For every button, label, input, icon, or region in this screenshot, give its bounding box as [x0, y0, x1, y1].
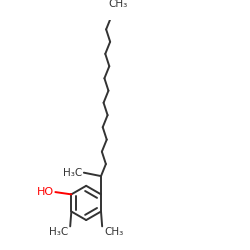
Text: HO: HO — [37, 187, 54, 197]
Text: CH₃: CH₃ — [109, 0, 128, 9]
Text: CH₃: CH₃ — [104, 228, 123, 237]
Text: H₃C: H₃C — [64, 168, 83, 178]
Text: H₃C: H₃C — [49, 228, 68, 237]
